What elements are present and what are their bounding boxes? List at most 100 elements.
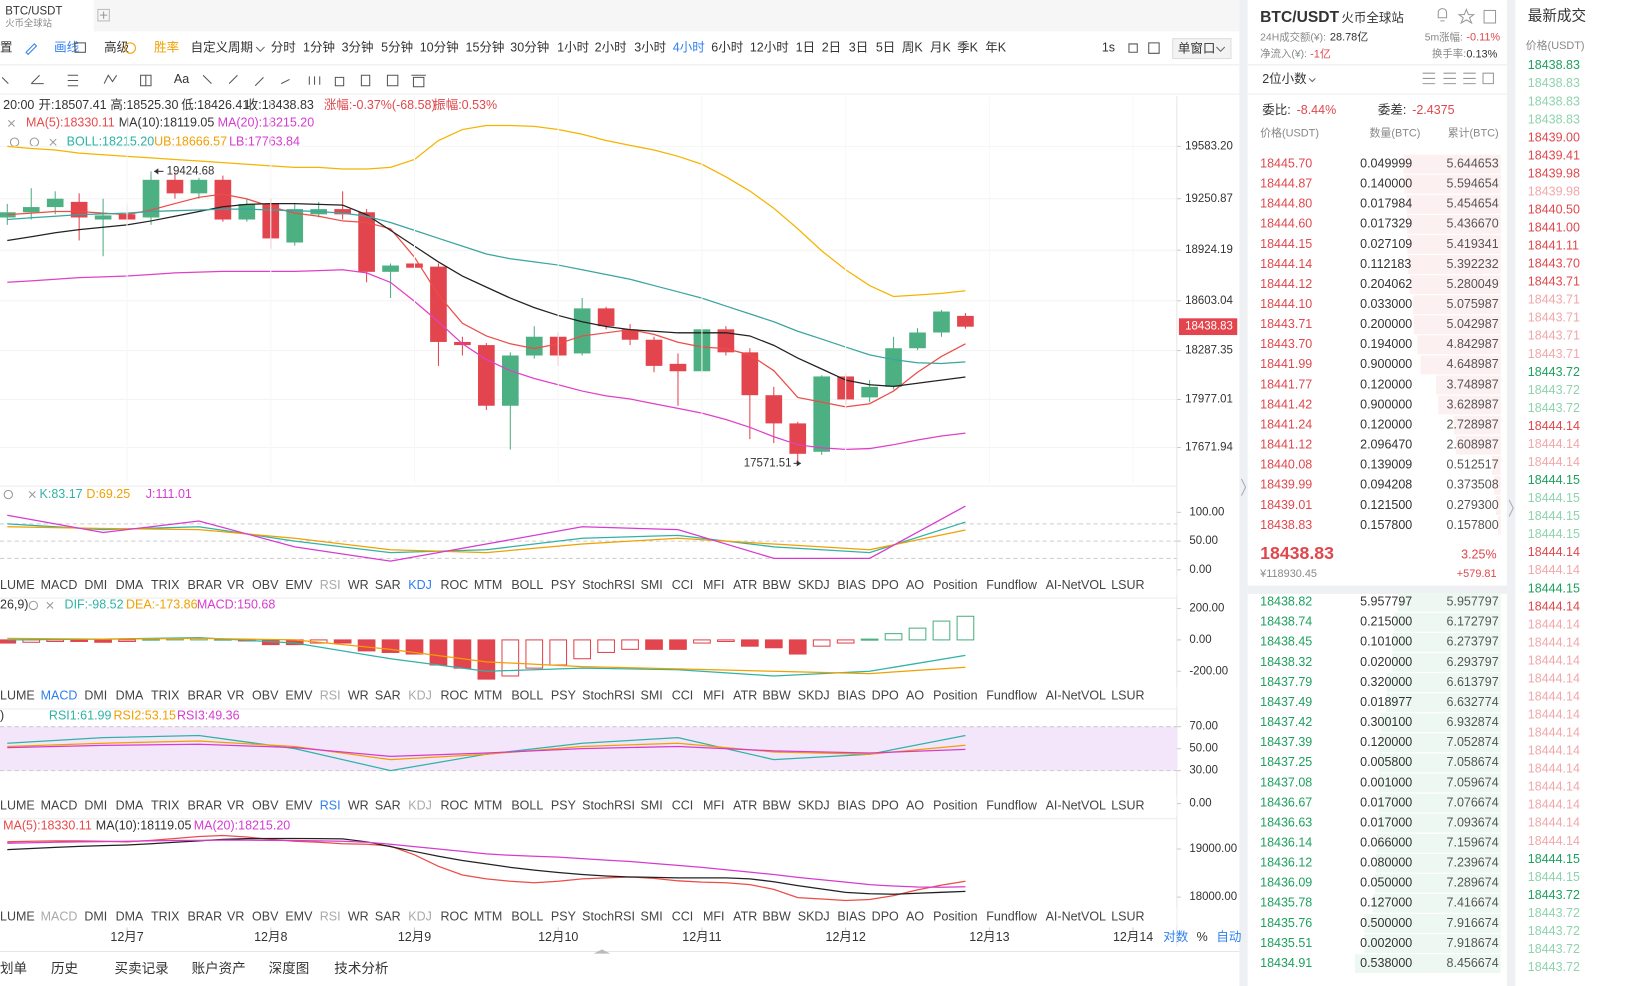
tab-title[interactable]: BTC/USDT — [5, 6, 62, 18]
indicator-tab[interactable]: PSY — [551, 578, 577, 592]
indicator-tab[interactable]: BBW — [762, 578, 791, 592]
period-button[interactable]: 1小时 — [557, 40, 589, 54]
indicator-tab[interactable]: CCI — [672, 578, 694, 592]
indicator-tab[interactable]: EMV — [285, 798, 313, 812]
indicator-tab[interactable]: SKDJ — [798, 689, 830, 703]
indicator-tab[interactable]: BIAS — [837, 689, 865, 703]
indicator-tab[interactable]: ATR — [733, 798, 757, 812]
indicator-tab[interactable]: Position — [933, 578, 977, 592]
period-button[interactable]: 自定义周期 — [191, 40, 253, 54]
axis-option[interactable]: 自动 — [1216, 930, 1241, 944]
indicator-tab[interactable]: RSI — [320, 578, 341, 592]
indicator-tab[interactable]: ROC — [441, 578, 469, 592]
bottom-tab[interactable]: 买卖记录 — [115, 961, 169, 976]
period-button[interactable]: 15分钟 — [466, 39, 505, 54]
indicator-tab[interactable]: Fundflow — [986, 798, 1038, 812]
indicator-tab[interactable]: MTM — [474, 798, 502, 812]
indicator-tab[interactable]: BRAR — [187, 798, 222, 812]
period-button[interactable]: 季K — [957, 40, 978, 54]
toolbar-button[interactable]: 胜率 — [154, 39, 179, 54]
indicator-tab[interactable]: VR — [227, 909, 244, 923]
period-button[interactable]: 1日 — [796, 40, 815, 54]
toolbar-button[interactable]: 置 — [0, 40, 12, 54]
indicator-tab[interactable]: SAR — [375, 798, 401, 812]
period-button[interactable]: 5日 — [876, 40, 895, 54]
indicator-tab[interactable]: MACD — [41, 909, 78, 923]
indicator-tab[interactable]: VR — [227, 798, 244, 812]
indicator-tab[interactable]: OBV — [252, 578, 279, 592]
indicator-tab[interactable]: Fundflow — [986, 909, 1038, 923]
indicator-tab[interactable]: OBV — [252, 909, 279, 923]
period-button[interactable]: 分时 — [271, 40, 296, 54]
indicator-tab[interactable]: BOLL — [511, 798, 543, 812]
indicator-tab[interactable]: SMI — [640, 578, 662, 592]
indicator-tab[interactable]: MTM — [474, 909, 502, 923]
period-button[interactable]: 5分钟 — [381, 39, 413, 54]
bottom-tab[interactable]: 划单 — [0, 961, 27, 976]
indicator-tab[interactable]: EMV — [285, 578, 313, 592]
indicator-tab[interactable]: AO — [906, 909, 924, 923]
indicator-tab[interactable]: BIAS — [837, 798, 865, 812]
indicator-tab[interactable]: TRIX — [151, 689, 180, 703]
indicator-tab[interactable]: StochRSI — [582, 578, 635, 592]
indicator-tab[interactable]: TRIX — [151, 909, 180, 923]
indicator-tab[interactable]: BBW — [762, 909, 791, 923]
period-button[interactable]: 2小时 — [595, 40, 627, 54]
bottom-tab[interactable]: 历史 — [51, 961, 78, 976]
indicator-tab[interactable]: TRIX — [151, 578, 180, 592]
indicator-tab[interactable]: CCI — [672, 798, 694, 812]
indicator-tab[interactable]: LSUR — [1111, 909, 1144, 923]
indicator-tab[interactable]: CCI — [672, 689, 694, 703]
indicator-tab[interactable]: DPO — [872, 578, 899, 592]
indicator-tab[interactable]: DMA — [116, 798, 144, 812]
indicator-tab[interactable]: AO — [906, 578, 924, 592]
indicator-tab[interactable]: SMI — [640, 909, 662, 923]
indicator-tab[interactable]: ROC — [441, 689, 469, 703]
indicator-tab[interactable]: PSY — [551, 909, 577, 923]
indicator-tab[interactable]: LUME — [0, 578, 35, 592]
indicator-tab[interactable]: ROC — [441, 909, 469, 923]
indicator-tab[interactable]: WR — [348, 909, 369, 923]
indicator-tab[interactable]: SAR — [375, 578, 401, 592]
period-button[interactable]: 12小时 — [750, 40, 789, 54]
period-button[interactable]: 2日 — [822, 40, 841, 54]
indicator-tab[interactable]: RSI — [320, 798, 341, 812]
indicator-tab[interactable]: RSI — [320, 909, 341, 923]
indicator-tab[interactable]: VR — [227, 689, 244, 703]
bottom-tab[interactable]: 技术分析 — [334, 961, 388, 976]
indicator-tab[interactable]: BOLL — [511, 578, 543, 592]
indicator-tab[interactable]: LUME — [0, 798, 35, 812]
indicator-tab[interactable]: MTM — [474, 578, 502, 592]
collapse-icon[interactable] — [1240, 478, 1514, 517]
indicator-tab[interactable]: BBW — [762, 798, 791, 812]
indicator-tab[interactable]: ATR — [733, 578, 757, 592]
indicator-tab[interactable]: EMV — [285, 909, 313, 923]
tab[interactable] — [0, 0, 94, 32]
indicator-tab[interactable]: VR — [227, 578, 244, 592]
indicator-tab[interactable]: MACD — [41, 689, 78, 703]
resize-handle[interactable] — [593, 949, 611, 954]
indicator-tab[interactable]: MFI — [703, 578, 725, 592]
period-button[interactable]: 1分钟 — [303, 39, 335, 54]
bottom-tab[interactable]: 深度图 — [269, 961, 310, 976]
header-icons[interactable] — [1422, 8, 1497, 85]
indicator-tab[interactable]: LUME — [0, 909, 35, 923]
indicator-tab[interactable]: DMI — [84, 578, 107, 592]
indicator-tab[interactable]: BBW — [762, 689, 791, 703]
add-tab[interactable] — [97, 8, 110, 22]
indicator-tab[interactable]: OBV — [252, 798, 279, 812]
period-button[interactable]: 3日 — [849, 40, 868, 54]
indicator-tab[interactable]: SAR — [375, 909, 401, 923]
indicator-tab[interactable]: MFI — [703, 909, 725, 923]
indicator-tab[interactable]: DMI — [84, 689, 107, 703]
indicator-tab[interactable]: Fundflow — [986, 578, 1038, 592]
indicator-tab[interactable]: DMA — [116, 689, 144, 703]
indicator-tab[interactable]: BOLL — [511, 909, 543, 923]
period-button[interactable]: 3小时 — [634, 40, 666, 54]
indicator-tab[interactable]: RSI — [320, 689, 341, 703]
indicator-tab[interactable]: Position — [933, 689, 977, 703]
indicator-tab[interactable]: KDJ — [408, 578, 432, 592]
indicator-tab[interactable]: SAR — [375, 689, 401, 703]
bottom-tab[interactable]: 账户资产 — [192, 960, 246, 976]
indicator-tab[interactable]: SKDJ — [798, 798, 830, 812]
